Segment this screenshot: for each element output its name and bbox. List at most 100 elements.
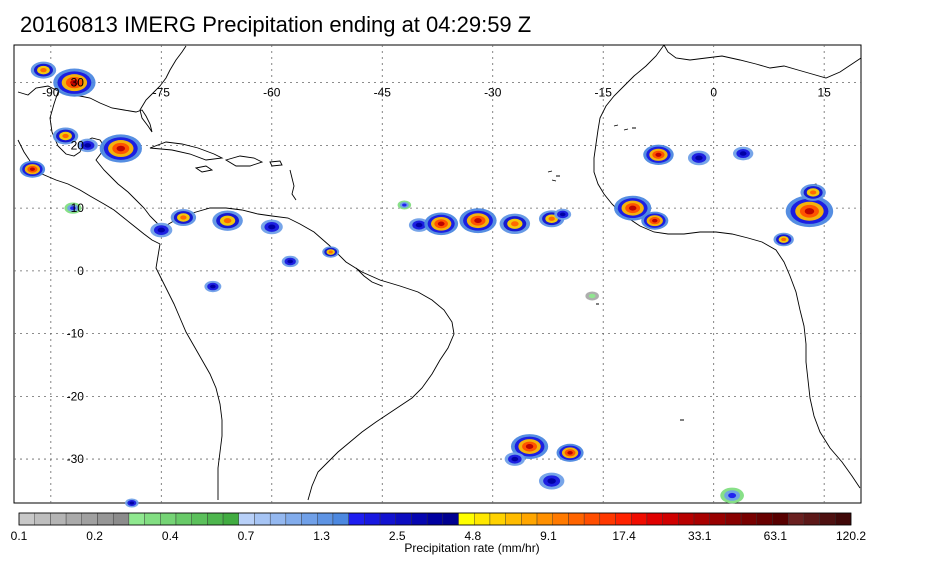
colorbar-swatch: [536, 512, 553, 526]
graticule: [14, 45, 861, 503]
colorbar-swatch: [348, 512, 365, 526]
precip-contour: [268, 224, 276, 230]
colorbar-swatch: [144, 512, 161, 526]
island-cape-verde: [547, 170, 560, 182]
colorbar: [18, 512, 852, 526]
precip-cell: [53, 68, 96, 97]
colorbar-swatch: [819, 512, 836, 526]
island-chain-antilles: [289, 169, 297, 201]
precip-contour: [548, 216, 555, 221]
precip-cell: [614, 195, 652, 221]
lon-tick-label: -60: [263, 86, 281, 100]
lon-tick-label: -30: [484, 86, 502, 100]
colorbar-tick-label: 120.2: [835, 529, 867, 543]
precip-contour: [328, 250, 333, 254]
precip-cell: [510, 434, 549, 459]
colorbar-tick-label: 17.4: [612, 529, 636, 543]
precip-contour: [652, 218, 658, 223]
colorbar-tick-label: 4.8: [464, 529, 482, 543]
colorbar-swatch: [505, 512, 522, 526]
precip-cell: [77, 138, 98, 153]
precip-contour: [210, 284, 216, 289]
precip-cell: [52, 127, 79, 145]
precip-contour: [415, 222, 423, 228]
lat-tick-label: -30: [67, 452, 85, 466]
island-puerto-rico: [269, 160, 283, 167]
colorbar-swatch: [97, 512, 114, 526]
precip-contour: [40, 67, 47, 73]
colorbar-swatch: [474, 512, 491, 526]
colorbar-tick-label: 2.5: [388, 529, 406, 543]
lon-tick-label: 15: [817, 86, 831, 100]
precip-contour: [180, 215, 187, 220]
colorbar-swatch: [803, 512, 820, 526]
map-frame: [13, 44, 862, 504]
colorbar-swatch: [238, 512, 255, 526]
precip-cell: [424, 212, 459, 236]
lat-tick-label: -10: [67, 327, 85, 341]
colorbar-swatch: [207, 512, 224, 526]
precip-contour: [70, 206, 76, 211]
lon-tick-label: 0: [710, 86, 717, 100]
precip-contour: [728, 492, 737, 499]
precip-cell: [150, 222, 173, 238]
colorbar-tick-label: 0.7: [237, 529, 255, 543]
precip-cell: [720, 487, 744, 504]
colorbar-swatch: [317, 512, 334, 526]
colorbar-swatch: [615, 512, 632, 526]
colorbar-swatch: [411, 512, 428, 526]
colorbar-label: Precipitation rate (mm/hr): [404, 541, 540, 555]
colorbar-swatch: [395, 512, 412, 526]
colorbar-swatch: [364, 512, 381, 526]
precip-cell: [773, 232, 794, 247]
coastline-europe: [663, 44, 862, 79]
colorbar-swatch: [489, 512, 506, 526]
colorbar-swatch: [693, 512, 710, 526]
precip-contour: [474, 218, 482, 224]
coastline-south-america: [161, 207, 455, 501]
precip-cell: [322, 246, 340, 258]
colorbar-swatch: [301, 512, 318, 526]
colorbar-swatch: [835, 512, 852, 526]
map-title: 20160813 IMERG Precipitation ending at 0…: [20, 12, 532, 37]
precip-cell: [499, 213, 531, 234]
colorbar-swatch: [552, 512, 569, 526]
island-atlantic-south: [596, 303, 684, 421]
precip-contour: [287, 259, 294, 264]
precip-cell: [643, 144, 674, 165]
colorbar-tick-label: 33.1: [688, 529, 712, 543]
precip-cell: [170, 209, 197, 227]
colorbar-swatch: [222, 512, 239, 526]
precip-contour: [804, 208, 815, 215]
precip-cell: [538, 472, 565, 490]
precip-cell: [19, 160, 46, 178]
colorbar-swatch: [50, 512, 67, 526]
colorbar-swatch: [426, 512, 444, 526]
precip-cell: [785, 195, 834, 228]
colorbar-swatch: [269, 512, 287, 526]
precip-contour: [655, 152, 662, 157]
island-jamaica: [194, 165, 214, 173]
precip-contour: [588, 293, 596, 299]
lon-tick-label: -15: [595, 86, 613, 100]
precip-cell: [800, 183, 826, 201]
lat-tick-label: 0: [77, 264, 84, 278]
colorbar-swatch: [65, 512, 82, 526]
colorbar-swatch: [81, 512, 98, 526]
precip-contour: [70, 79, 79, 86]
lon-tick-label: -75: [153, 86, 171, 100]
lat-tick-label: 20: [71, 138, 85, 152]
precip-contour: [781, 237, 787, 242]
precip-contour: [511, 456, 519, 462]
precip-cell: [459, 208, 497, 234]
coastline-south-america-west: [155, 243, 223, 500]
precip-cell: [408, 218, 430, 232]
axis-labels: -90 -75 -60 -45 -30 -15 0 15 30 20 10 0 -10 -20 -30: [42, 76, 831, 466]
precip-contour: [157, 227, 165, 233]
precip-contour: [695, 155, 703, 161]
precip-cell: [556, 443, 584, 462]
lat-tick-label: -20: [67, 389, 85, 403]
precip-contour: [559, 212, 566, 217]
precip-contour: [739, 151, 747, 156]
